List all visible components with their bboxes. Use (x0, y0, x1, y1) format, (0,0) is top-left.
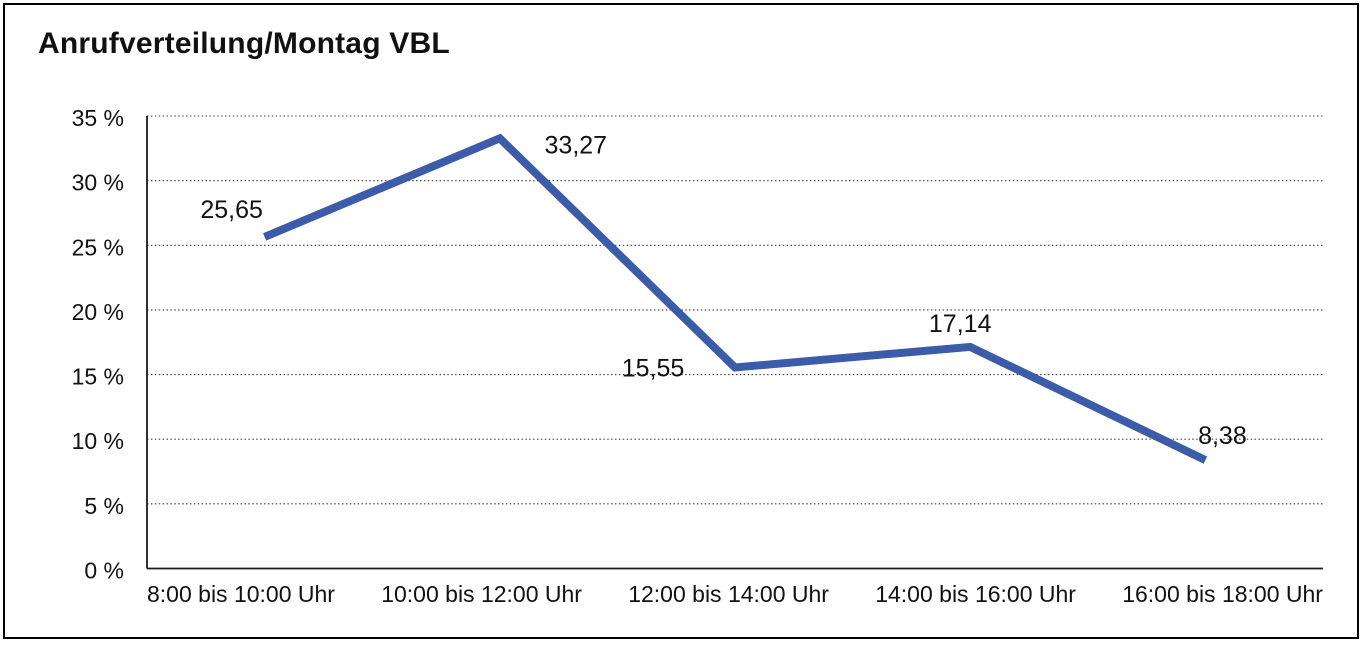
data-label: 25,65 (200, 196, 263, 224)
data-line (263, 133, 1208, 464)
y-axis-label: 0 % (84, 558, 124, 584)
x-axis-label: 8:00 bis 10:00 Uhr (147, 581, 335, 607)
chart-title: Anrufverteilung/Montag VBL (38, 27, 450, 60)
data-label: 8,38 (1198, 422, 1247, 450)
x-axis-label: 14:00 bis 16:00 Uhr (875, 581, 1076, 607)
data-label: 15,55 (622, 354, 685, 382)
x-axis-labels: 8:00 bis 10:00 Uhr 10:00 bis 12:00 Uhr 12:… (147, 581, 1323, 608)
y-axis-label: 15 % (72, 364, 124, 390)
y-axis-label: 10 % (72, 428, 124, 454)
y-axis-label: 5 % (84, 493, 124, 519)
y-axis-label: 20 % (72, 299, 124, 325)
data-label: 33,27 (545, 131, 608, 159)
x-axis-label: 12:00 bis 14:00 Uhr (628, 581, 829, 607)
y-axis-label: 30 % (72, 170, 124, 196)
x-axis-label: 16:00 bis 18:00 Uhr (1122, 581, 1323, 607)
data-label: 17,14 (929, 310, 992, 338)
y-axis-label: 35 % (72, 105, 124, 131)
x-axis-label: 10:00 bis 12:00 Uhr (381, 581, 582, 607)
y-axis-label: 25 % (72, 234, 124, 260)
